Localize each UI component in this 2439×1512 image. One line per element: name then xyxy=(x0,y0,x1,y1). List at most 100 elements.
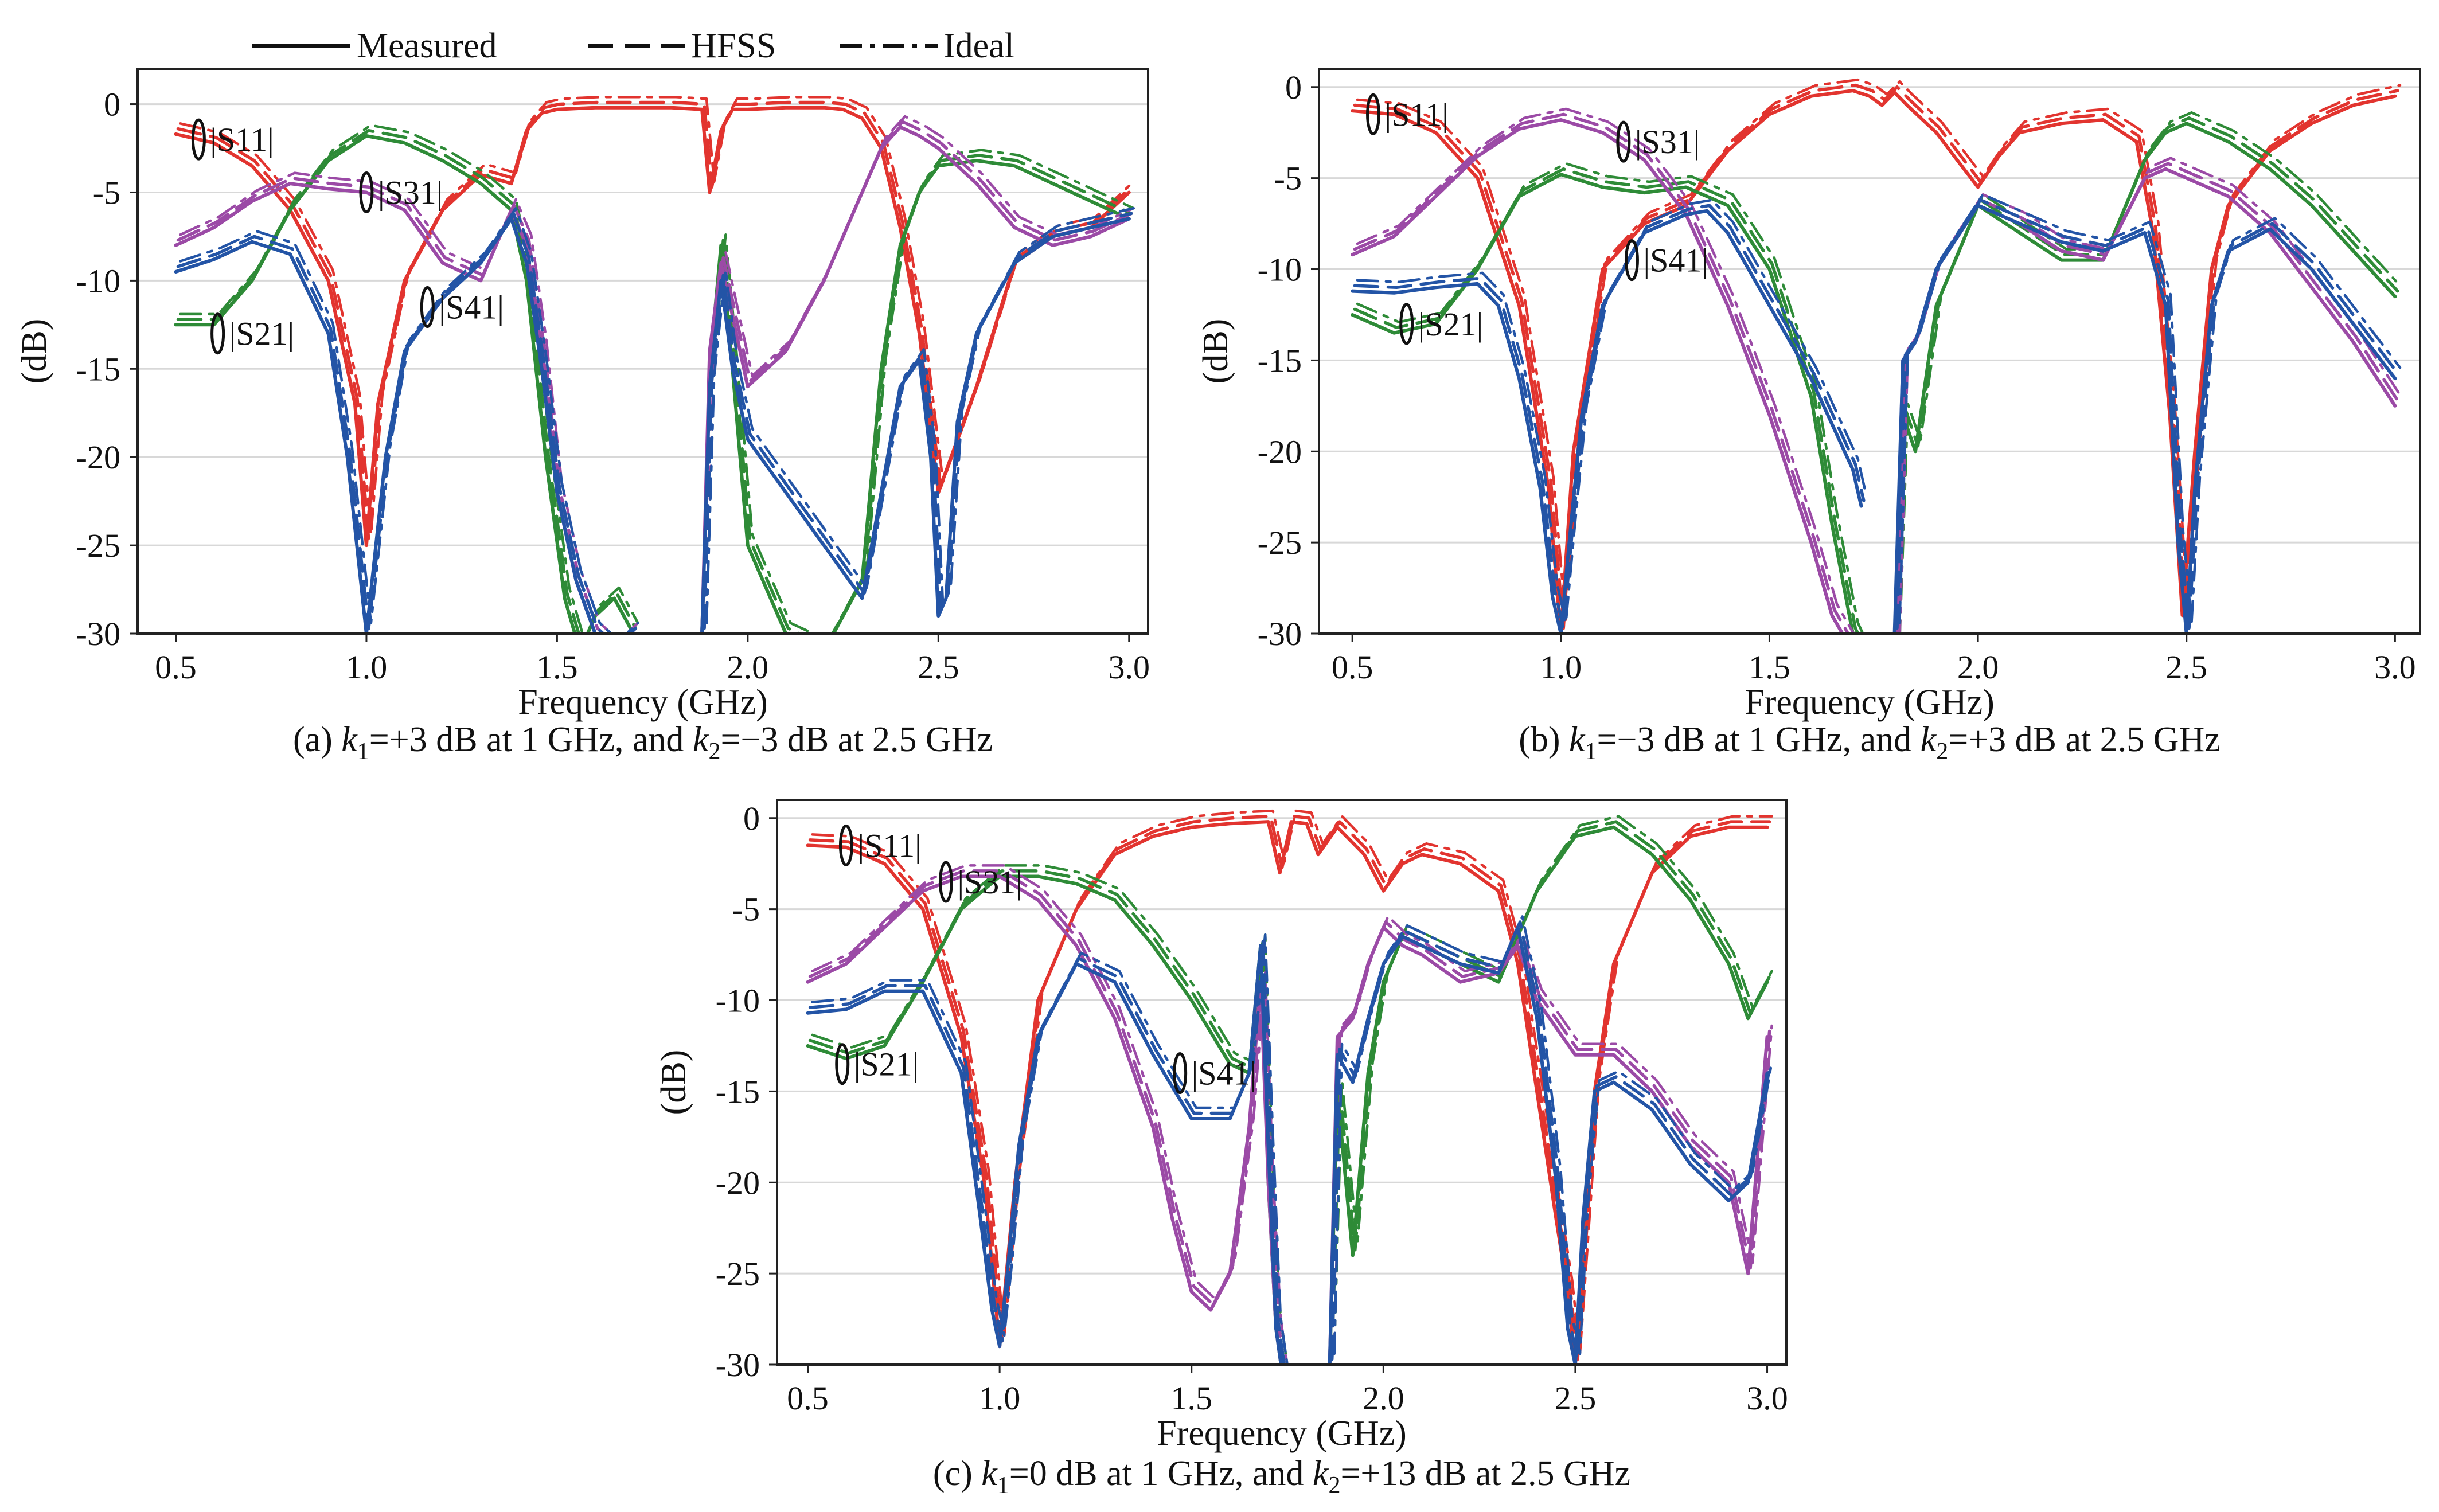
series-line-s31-solid xyxy=(1328,925,1769,1365)
series-line-s11-dashed xyxy=(808,814,1771,1361)
plot-area xyxy=(174,96,1135,634)
annotation-label: |S11| xyxy=(857,827,921,864)
series-line-s21-dashed xyxy=(1353,167,1860,634)
annotation-label: |S41| xyxy=(1192,1055,1256,1092)
plot-area xyxy=(806,809,1773,1365)
y-tick-label: -15 xyxy=(716,1073,760,1110)
annotation-label: |S41| xyxy=(439,289,504,326)
y-tick-label: 0 xyxy=(104,86,120,123)
annotation-label: |S11| xyxy=(1385,96,1449,133)
y-tick-label: -5 xyxy=(732,891,760,928)
y-tick-label: -15 xyxy=(76,350,120,388)
series-line-s41-solid xyxy=(1351,209,1863,634)
x-tick-label: 1.5 xyxy=(1170,1380,1212,1417)
series-line-s21-solid xyxy=(1328,825,1769,1365)
series-line-s41-dashdot xyxy=(1333,915,1773,1355)
y-tick-label: -20 xyxy=(76,439,120,476)
series-line-s41-solid xyxy=(174,217,635,634)
series-line-s31-dashdot xyxy=(1898,157,2402,634)
x-tick-label: 1.0 xyxy=(979,1380,1021,1417)
y-tick-label: 0 xyxy=(743,800,760,837)
y-tick-label: -30 xyxy=(76,615,120,653)
annotation-ellipse xyxy=(1624,239,1639,282)
annotation-ellipse xyxy=(838,824,853,866)
y-tick-label: -20 xyxy=(716,1164,760,1201)
y-tick-label: -25 xyxy=(76,527,120,564)
series-line-s31-solid xyxy=(1351,118,1845,634)
y-tick-label: -20 xyxy=(1258,433,1302,470)
x-tick-label: 3.0 xyxy=(1746,1380,1788,1417)
annotation-ellipse xyxy=(359,171,374,213)
x-tick-label: 0.5 xyxy=(1332,648,1373,686)
series-line-s41-dashed xyxy=(1353,204,1866,630)
x-tick-label: 3.0 xyxy=(2374,648,2416,686)
x-axis-label: Frequency (GHz) xyxy=(1157,1414,1407,1453)
x-tick-label: 2.0 xyxy=(1363,1380,1404,1417)
annotation-ellipse xyxy=(191,118,206,161)
series-line-s31-dashed xyxy=(1353,112,1850,634)
annotation-ellipse xyxy=(835,1043,850,1085)
y-tick-label: -5 xyxy=(93,174,120,211)
x-tick-label: 3.0 xyxy=(1109,648,1150,686)
x-tick-label: 0.5 xyxy=(787,1380,829,1417)
x-tick-label: 2.5 xyxy=(2165,648,2207,686)
plot-frame xyxy=(136,68,1149,635)
x-tick-label: 1.5 xyxy=(536,648,578,686)
series-line-s21-solid xyxy=(174,134,635,634)
series-line-s21-solid xyxy=(1893,122,2397,634)
y-tick-label: -5 xyxy=(1274,160,1302,197)
series-line-s31-solid xyxy=(1893,167,2397,634)
y-tick-label: -25 xyxy=(716,1255,760,1292)
annotation-ellipse xyxy=(1616,120,1631,163)
y-axis-label: (dB) xyxy=(15,319,54,384)
annotation-label: |S21| xyxy=(854,1046,919,1083)
series-line-s31-dashdot xyxy=(811,864,1289,1365)
annotation-label: |S41| xyxy=(1643,242,1708,279)
annotation-ellipse xyxy=(420,286,435,329)
x-tick-label: 2.0 xyxy=(727,648,769,686)
series-line-s41-dashed xyxy=(808,938,1286,1365)
y-tick-label: -10 xyxy=(76,262,120,299)
panel-caption: (c) k1=0 dB at 1 GHz, and k2=+13 dB at 2… xyxy=(933,1454,1630,1499)
x-tick-label: 0.5 xyxy=(155,648,197,686)
annotation-label: |S31| xyxy=(378,174,443,211)
y-axis-label: (dB) xyxy=(654,1050,693,1115)
x-axis-label: Frequency (GHz) xyxy=(1745,683,1995,722)
series-line-s21-solid xyxy=(1351,173,1855,634)
series-line-s31-dashed xyxy=(808,869,1286,1365)
series-line-s11-dashdot xyxy=(1356,78,2402,624)
x-axis-label: Frequency (GHz) xyxy=(518,683,768,722)
annotation-ellipse xyxy=(1173,1052,1188,1095)
series-line-s41-dashdot xyxy=(1356,198,1868,624)
series-line-s41-dashdot xyxy=(705,206,1135,624)
y-tick-label: -30 xyxy=(716,1346,760,1384)
plot-area xyxy=(1351,78,2402,634)
y-tick-label: -15 xyxy=(1258,342,1302,379)
y-tick-label: -10 xyxy=(716,982,760,1019)
series-line-s31-dashed xyxy=(703,120,1133,630)
legend: Measured HFSS Ideal xyxy=(252,26,1014,65)
series-line-s41-dashdot xyxy=(1898,193,2402,624)
x-tick-label: 2.5 xyxy=(918,648,959,686)
series-line-s41-solid xyxy=(1892,204,2397,634)
series-line-s31-dashdot xyxy=(1356,107,1855,634)
legend-label-measured: Measured xyxy=(357,26,497,65)
annotation-ellipse xyxy=(938,861,953,903)
annotation-ellipse xyxy=(1399,303,1414,345)
annotation-label: |S31| xyxy=(957,864,1022,901)
legend-item-measured: Measured xyxy=(252,26,497,65)
annotation-ellipse xyxy=(210,312,225,355)
panel-caption: (b) k1=−3 dB at 1 GHz, and k2=+3 dB at 2… xyxy=(1519,720,2221,765)
x-tick-label: 1.0 xyxy=(346,648,388,686)
annotation-label: |S31| xyxy=(1635,123,1700,161)
annotation-label: |S21| xyxy=(229,315,294,353)
series-line-s31-solid xyxy=(806,874,1283,1365)
plot-frame xyxy=(1318,68,2421,635)
series-line-s21-dashdot xyxy=(1898,111,2402,634)
legend-item-hfss: HFSS xyxy=(588,26,776,65)
legend-item-ideal: Ideal xyxy=(840,26,1014,65)
chart-panel-c: 0 -5 -10 -15 -20 -25 -30 0.5 1.0 1.5 2.0 2.5 3.0 |S11… xyxy=(654,799,1788,1499)
series-line-s31-dashdot xyxy=(705,115,1135,624)
x-tick-label: 2.0 xyxy=(1957,648,1999,686)
plot-frame xyxy=(776,799,1788,1366)
